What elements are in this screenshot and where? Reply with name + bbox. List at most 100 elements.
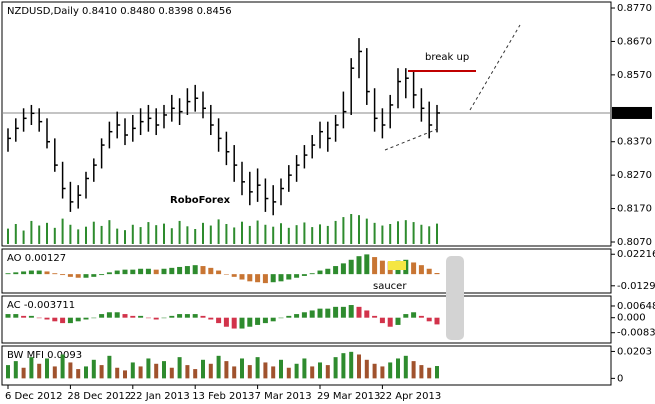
volume-bar	[264, 224, 267, 244]
histogram-bar	[356, 256, 362, 275]
volume-bar	[319, 224, 321, 244]
volume-bar	[46, 222, 48, 244]
histogram-bar	[247, 274, 253, 282]
volume-bar	[350, 214, 353, 244]
volume-bar	[124, 230, 126, 244]
mfi-bar	[279, 359, 283, 379]
histogram-bar	[379, 317, 385, 324]
histogram-bar	[333, 266, 339, 275]
panel-frame	[1, 345, 612, 386]
mfi-bar	[193, 369, 198, 379]
histogram-bar	[184, 266, 190, 275]
histogram-bar	[13, 272, 19, 275]
mfi-bar	[123, 370, 127, 379]
volume-bar	[381, 225, 384, 244]
histogram-bar	[239, 274, 245, 280]
volume-bar	[272, 226, 275, 244]
histogram-bar	[418, 265, 424, 275]
histogram-bar	[278, 274, 284, 282]
histogram-bar	[364, 254, 370, 275]
volume-bar	[155, 225, 158, 244]
volume-bar	[194, 229, 197, 244]
histogram-bar	[130, 269, 136, 275]
histogram-bar	[223, 274, 229, 275]
histogram-bar	[177, 314, 183, 318]
x-tick-label: 7 Mar 2013	[255, 391, 312, 402]
background-layer: RoboForex	[170, 195, 231, 206]
mfi-bar	[13, 361, 18, 379]
histogram-bar	[262, 274, 268, 284]
volume-bar	[100, 225, 103, 244]
mfi-bar	[427, 367, 432, 379]
volume-bar	[92, 221, 95, 244]
histogram-bar	[153, 269, 159, 275]
mfi-bar	[216, 355, 221, 379]
histogram-bar	[255, 274, 261, 283]
histogram-bar	[99, 274, 105, 276]
histogram-bar	[411, 262, 417, 275]
mfi-bar	[91, 359, 96, 379]
panel-title: BW MFI 0.0093	[7, 350, 82, 361]
histogram-bar	[340, 263, 346, 275]
histogram-bar	[278, 317, 284, 319]
panel-frame	[1, 248, 612, 294]
x-tick-label: 22 Jan 2013	[130, 391, 190, 402]
histogram-bar	[184, 314, 190, 318]
histogram-bar	[161, 317, 167, 319]
trend-line	[384, 127, 441, 151]
volume-bar	[85, 226, 87, 244]
histogram-bar	[387, 317, 393, 327]
histogram-bar	[122, 269, 128, 275]
histogram-bar	[301, 312, 307, 318]
mfi-bar	[99, 365, 104, 379]
histogram-bar	[372, 257, 378, 275]
mfi-bar	[240, 358, 244, 379]
mfi-bar	[177, 357, 182, 379]
volume-bar	[389, 224, 392, 244]
histogram-bar	[372, 315, 378, 318]
mfi-bar	[380, 366, 385, 379]
volume-bar	[404, 220, 407, 244]
histogram-bar	[411, 312, 417, 318]
volume-bar	[373, 222, 376, 244]
mfi-bar	[271, 366, 276, 379]
y-tick-label: 0.02216	[617, 249, 655, 260]
panel-title: NZDUSD,Daily 0.8410 0.8480 0.8398 0.8456	[7, 6, 232, 17]
mfi-bar	[115, 367, 120, 379]
histogram-bar	[52, 273, 58, 275]
volume-bar	[69, 224, 72, 244]
histogram-bar	[356, 306, 362, 318]
histogram-bar	[403, 314, 409, 318]
histogram-bar	[294, 314, 300, 318]
histogram-bar	[67, 317, 73, 324]
mfi-bar	[357, 354, 361, 379]
mfi-bar	[318, 362, 322, 379]
histogram-bar	[52, 317, 58, 322]
histogram-bar	[208, 317, 214, 320]
histogram-bar	[5, 273, 11, 275]
x-tick-label: 28 Dec 2012	[67, 391, 131, 402]
volume-bar	[147, 222, 150, 244]
projection-line	[469, 24, 521, 111]
histogram-bar	[309, 310, 315, 318]
y-tick-label: 0.8770	[617, 3, 652, 14]
volume-bar	[178, 220, 181, 244]
y-tick-label: 0.8670	[617, 36, 652, 47]
mfi-bar	[341, 353, 346, 379]
histogram-bar	[333, 306, 339, 318]
histogram-bar	[44, 271, 50, 275]
mfi-bar	[325, 365, 330, 379]
volume-bar	[248, 225, 251, 244]
mfi-bar	[364, 359, 369, 379]
histogram-bar	[130, 315, 136, 318]
histogram-bar	[317, 308, 323, 318]
mfi-bar	[302, 358, 307, 379]
volume-bar	[420, 224, 423, 244]
mfi-bar	[294, 363, 299, 379]
mfi-bar	[247, 365, 252, 379]
histogram-bar	[60, 274, 66, 276]
volume-bar	[358, 215, 360, 244]
volume-bar	[303, 222, 306, 244]
